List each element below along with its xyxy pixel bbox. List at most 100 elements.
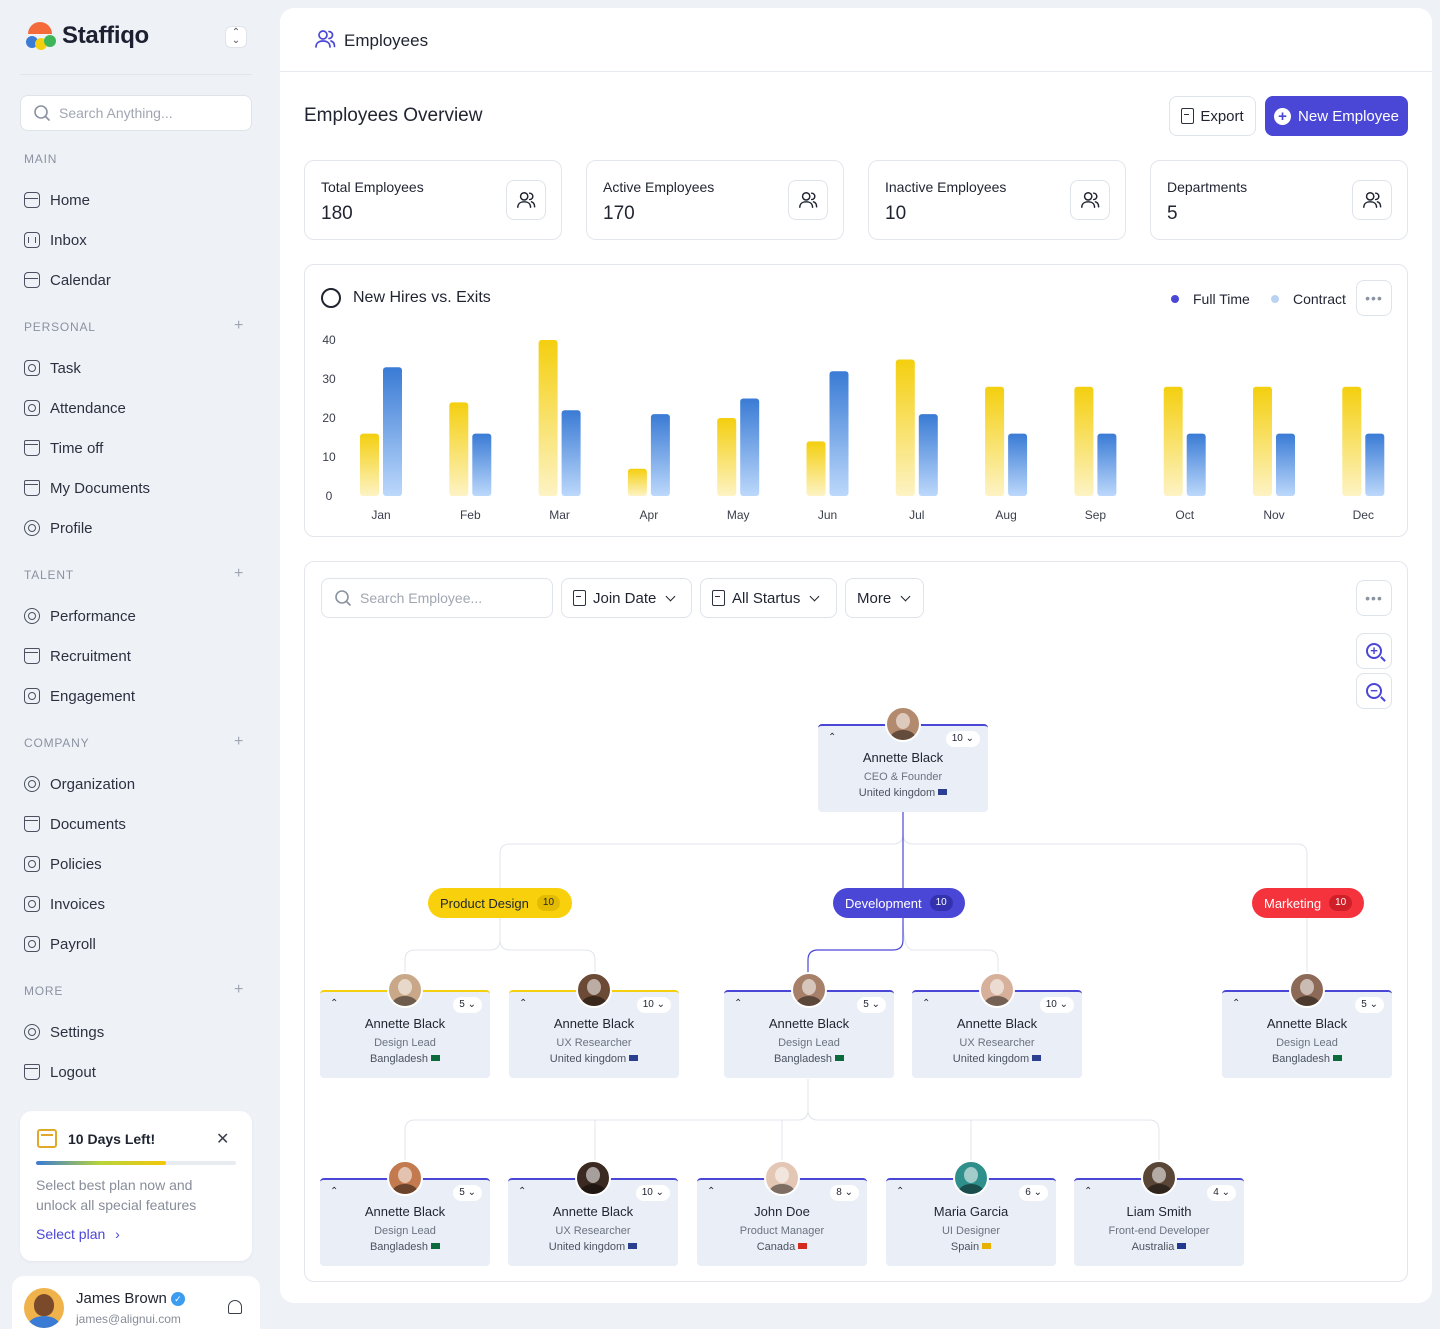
- employee-search-input[interactable]: [360, 590, 540, 606]
- status-filter[interactable]: All Startus: [700, 578, 837, 618]
- bar-contract-nov[interactable]: [1276, 433, 1295, 496]
- collapse-icon[interactable]: ⌃: [896, 1186, 905, 1197]
- bar-full-time-feb[interactable]: [449, 402, 469, 496]
- zoom-in-button[interactable]: +: [1356, 633, 1392, 669]
- sidebar-item-recruitment[interactable]: Recruitment: [24, 641, 244, 671]
- department-pill-product-design[interactable]: Product Design 10: [428, 888, 573, 918]
- select-plan-link[interactable]: Select plan ›: [36, 1226, 120, 1242]
- bar-full-time-mar[interactable]: [538, 340, 558, 496]
- zoom-out-button[interactable]: −: [1356, 673, 1392, 709]
- bar-full-time-sep[interactable]: [1074, 386, 1094, 496]
- org-node[interactable]: ⌃ 5 ⌄ Annette Black Design Lead Banglade…: [320, 972, 490, 1078]
- workspace-switcher-icon[interactable]: ⌃ ⌄: [225, 26, 247, 48]
- report-count-badge[interactable]: 10 ⌄: [1039, 997, 1074, 1013]
- sidebar-item-policies[interactable]: Policies: [24, 849, 244, 879]
- bar-full-time-jul[interactable]: [895, 359, 915, 497]
- new-employee-button[interactable]: + New Employee: [1265, 96, 1408, 136]
- report-count-badge[interactable]: 10 ⌄: [636, 997, 671, 1013]
- brand[interactable]: Staffiqo: [24, 20, 149, 52]
- department-pill-marketing[interactable]: Marketing 10: [1252, 888, 1365, 918]
- department-pill-development[interactable]: Development 10: [833, 888, 965, 918]
- sidebar-item-organization[interactable]: Organization: [24, 769, 244, 799]
- report-count-badge[interactable]: 5 ⌄: [857, 997, 886, 1013]
- bar-full-time-dec[interactable]: [1342, 386, 1362, 496]
- sidebar-item-calendar[interactable]: Calendar: [24, 265, 244, 295]
- chart-more-button[interactable]: •••: [1356, 280, 1392, 316]
- collapse-icon[interactable]: ⌃: [330, 998, 339, 1009]
- org-node[interactable]: ⌃ 5 ⌄ Annette Black Design Lead Banglade…: [724, 972, 894, 1078]
- report-count-badge[interactable]: 5 ⌄: [453, 1185, 482, 1201]
- collapse-icon[interactable]: ⌃: [707, 1186, 716, 1197]
- bar-contract-dec[interactable]: [1365, 433, 1385, 496]
- bar-contract-jan[interactable]: [383, 367, 402, 496]
- bell-icon[interactable]: [228, 1300, 242, 1314]
- org-node[interactable]: ⌃ 5 ⌄ Annette Black Design Lead Banglade…: [1222, 972, 1392, 1078]
- bar-full-time-nov[interactable]: [1253, 386, 1272, 496]
- sidebar-item-time-off[interactable]: Time off: [24, 433, 244, 463]
- collapse-icon[interactable]: ⌃: [330, 1186, 339, 1197]
- org-node[interactable]: ⌃ 6 ⌄ Maria Garcia UI Designer Spain: [886, 1160, 1056, 1266]
- sidebar-item-performance[interactable]: Performance: [24, 601, 244, 631]
- collapse-icon[interactable]: ⌃: [922, 998, 931, 1009]
- org-node[interactable]: ⌃ 10 ⌄ Annette Black UX Researcher Unite…: [912, 972, 1082, 1078]
- report-count-badge[interactable]: 10 ⌄: [635, 1185, 670, 1201]
- collapse-icon[interactable]: ⌃: [1232, 998, 1241, 1009]
- bar-contract-feb[interactable]: [472, 433, 492, 496]
- bar-contract-oct[interactable]: [1186, 433, 1206, 496]
- add-personal-plus-icon[interactable]: +: [234, 317, 244, 334]
- bar-full-time-may[interactable]: [717, 418, 737, 496]
- employee-search[interactable]: [321, 578, 553, 618]
- org-node[interactable]: ⌃ 10 ⌄ Annette Black UX Researcher Unite…: [508, 1160, 678, 1266]
- report-count-badge[interactable]: 10 ⌄: [945, 731, 980, 747]
- bar-full-time-aug[interactable]: [985, 386, 1005, 496]
- report-count-badge[interactable]: 5 ⌄: [1355, 997, 1384, 1013]
- collapse-icon[interactable]: ⌃: [519, 998, 528, 1009]
- join-date-filter[interactable]: Join Date: [561, 578, 692, 618]
- collapse-icon[interactable]: ⌃: [734, 998, 743, 1009]
- collapse-icon[interactable]: ⌃: [518, 1186, 527, 1197]
- bar-full-time-oct[interactable]: [1163, 386, 1183, 496]
- org-node[interactable]: ⌃ 10 ⌄ Annette Black UX Researcher Unite…: [509, 972, 679, 1078]
- sidebar-item-logout[interactable]: Logout: [24, 1057, 244, 1087]
- report-count-badge[interactable]: 4 ⌄: [1207, 1185, 1236, 1201]
- more-filter[interactable]: More: [845, 578, 924, 618]
- org-node[interactable]: ⌃ 5 ⌄ Annette Black Design Lead Banglade…: [320, 1160, 490, 1266]
- sidebar-item-profile[interactable]: Profile: [24, 513, 244, 543]
- bar-contract-apr[interactable]: [650, 414, 670, 496]
- user-card[interactable]: James Brown ✓ james@alignui.com: [12, 1276, 260, 1329]
- sidebar-item-documents[interactable]: Documents: [24, 809, 244, 839]
- bar-contract-may[interactable]: [740, 398, 760, 497]
- sidebar-item-my-documents[interactable]: My Documents: [24, 473, 244, 503]
- sidebar-item-inbox[interactable]: Inbox: [24, 225, 244, 255]
- bar-full-time-jan[interactable]: [360, 433, 379, 496]
- bar-contract-mar[interactable]: [561, 410, 581, 496]
- bar-contract-jun[interactable]: [829, 371, 849, 496]
- collapse-icon[interactable]: ⌃: [828, 732, 837, 743]
- report-count-badge[interactable]: 6 ⌄: [1019, 1185, 1048, 1201]
- bar-contract-jul[interactable]: [918, 414, 938, 496]
- global-search[interactable]: [20, 95, 252, 131]
- report-count-badge[interactable]: 5 ⌄: [453, 997, 482, 1013]
- sidebar-item-home[interactable]: Home: [24, 185, 244, 215]
- sidebar-item-settings[interactable]: Settings: [24, 1017, 244, 1047]
- org-node[interactable]: ⌃ 8 ⌄ John Doe Product Manager Canada: [697, 1160, 867, 1266]
- sidebar-item-attendance[interactable]: Attendance: [24, 393, 244, 423]
- org-more-button[interactable]: •••: [1356, 580, 1392, 616]
- add-company-plus-icon[interactable]: +: [234, 733, 244, 750]
- sidebar-item-invoices[interactable]: Invoices: [24, 889, 244, 919]
- org-node[interactable]: ⌃ 10 ⌄ Annette Black CEO & Founder Unite…: [818, 706, 988, 812]
- search-input[interactable]: [59, 105, 239, 121]
- add-more-plus-icon[interactable]: +: [234, 981, 244, 998]
- report-count-badge[interactable]: 8 ⌄: [830, 1185, 859, 1201]
- bar-contract-sep[interactable]: [1097, 433, 1117, 496]
- sidebar-item-payroll[interactable]: Payroll: [24, 929, 244, 959]
- bar-full-time-apr[interactable]: [627, 468, 647, 496]
- org-node[interactable]: ⌃ 4 ⌄ Liam Smith Front-end Developer Aus…: [1074, 1160, 1244, 1266]
- collapse-icon[interactable]: ⌃: [1084, 1186, 1093, 1197]
- close-icon[interactable]: ✕: [216, 1131, 230, 1148]
- sidebar-item-engagement[interactable]: Engagement: [24, 681, 244, 711]
- bar-contract-aug[interactable]: [1008, 433, 1028, 496]
- add-talent-plus-icon[interactable]: +: [234, 565, 244, 582]
- export-button[interactable]: Export: [1169, 96, 1256, 136]
- sidebar-item-task[interactable]: Task: [24, 353, 244, 383]
